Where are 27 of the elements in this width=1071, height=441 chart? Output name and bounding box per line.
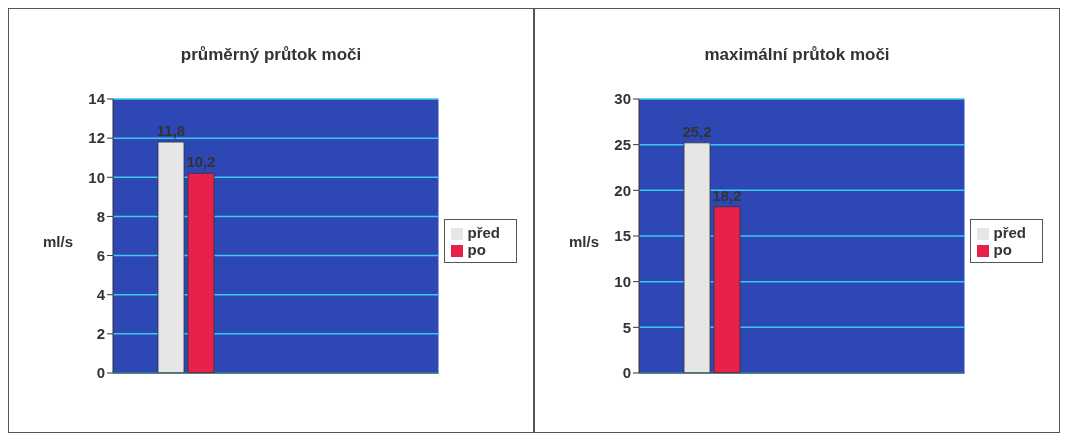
legend-label: po [467,241,486,258]
chart-title: maximální průtok moči [703,45,891,65]
y-tick-label: 25 [614,135,631,153]
chart-title: průměrný průtok moči [179,45,363,65]
y-tick-label: 2 [96,325,105,343]
y-tick-label: 6 [96,246,105,264]
y-tick-label: 20 [614,181,631,199]
y-tick-label: 30 [614,90,631,108]
legend-label: před [993,224,1026,241]
y-axis-title: ml/s [568,232,600,250]
y-tick-label: 0 [622,364,631,382]
y-tick-label: 14 [88,90,106,108]
legend-label: před [467,224,500,241]
y-axis-title: ml/s [42,232,74,250]
y-tick-label: 8 [96,207,105,225]
y-tick-label: 15 [614,227,631,245]
data-label: 10,2 [186,153,216,171]
y-tick-label: 10 [614,272,631,290]
y-tick-label: 10 [88,168,105,186]
legend-label: po [993,241,1012,258]
y-tick-label: 0 [96,364,105,382]
data-label: 18,2 [712,186,742,204]
data-label: 11,8 [156,122,186,140]
y-tick-label: 5 [622,318,631,336]
y-tick-label: 4 [96,286,106,304]
y-tick-label: 12 [88,129,105,147]
data-label: 25,2 [682,122,712,140]
